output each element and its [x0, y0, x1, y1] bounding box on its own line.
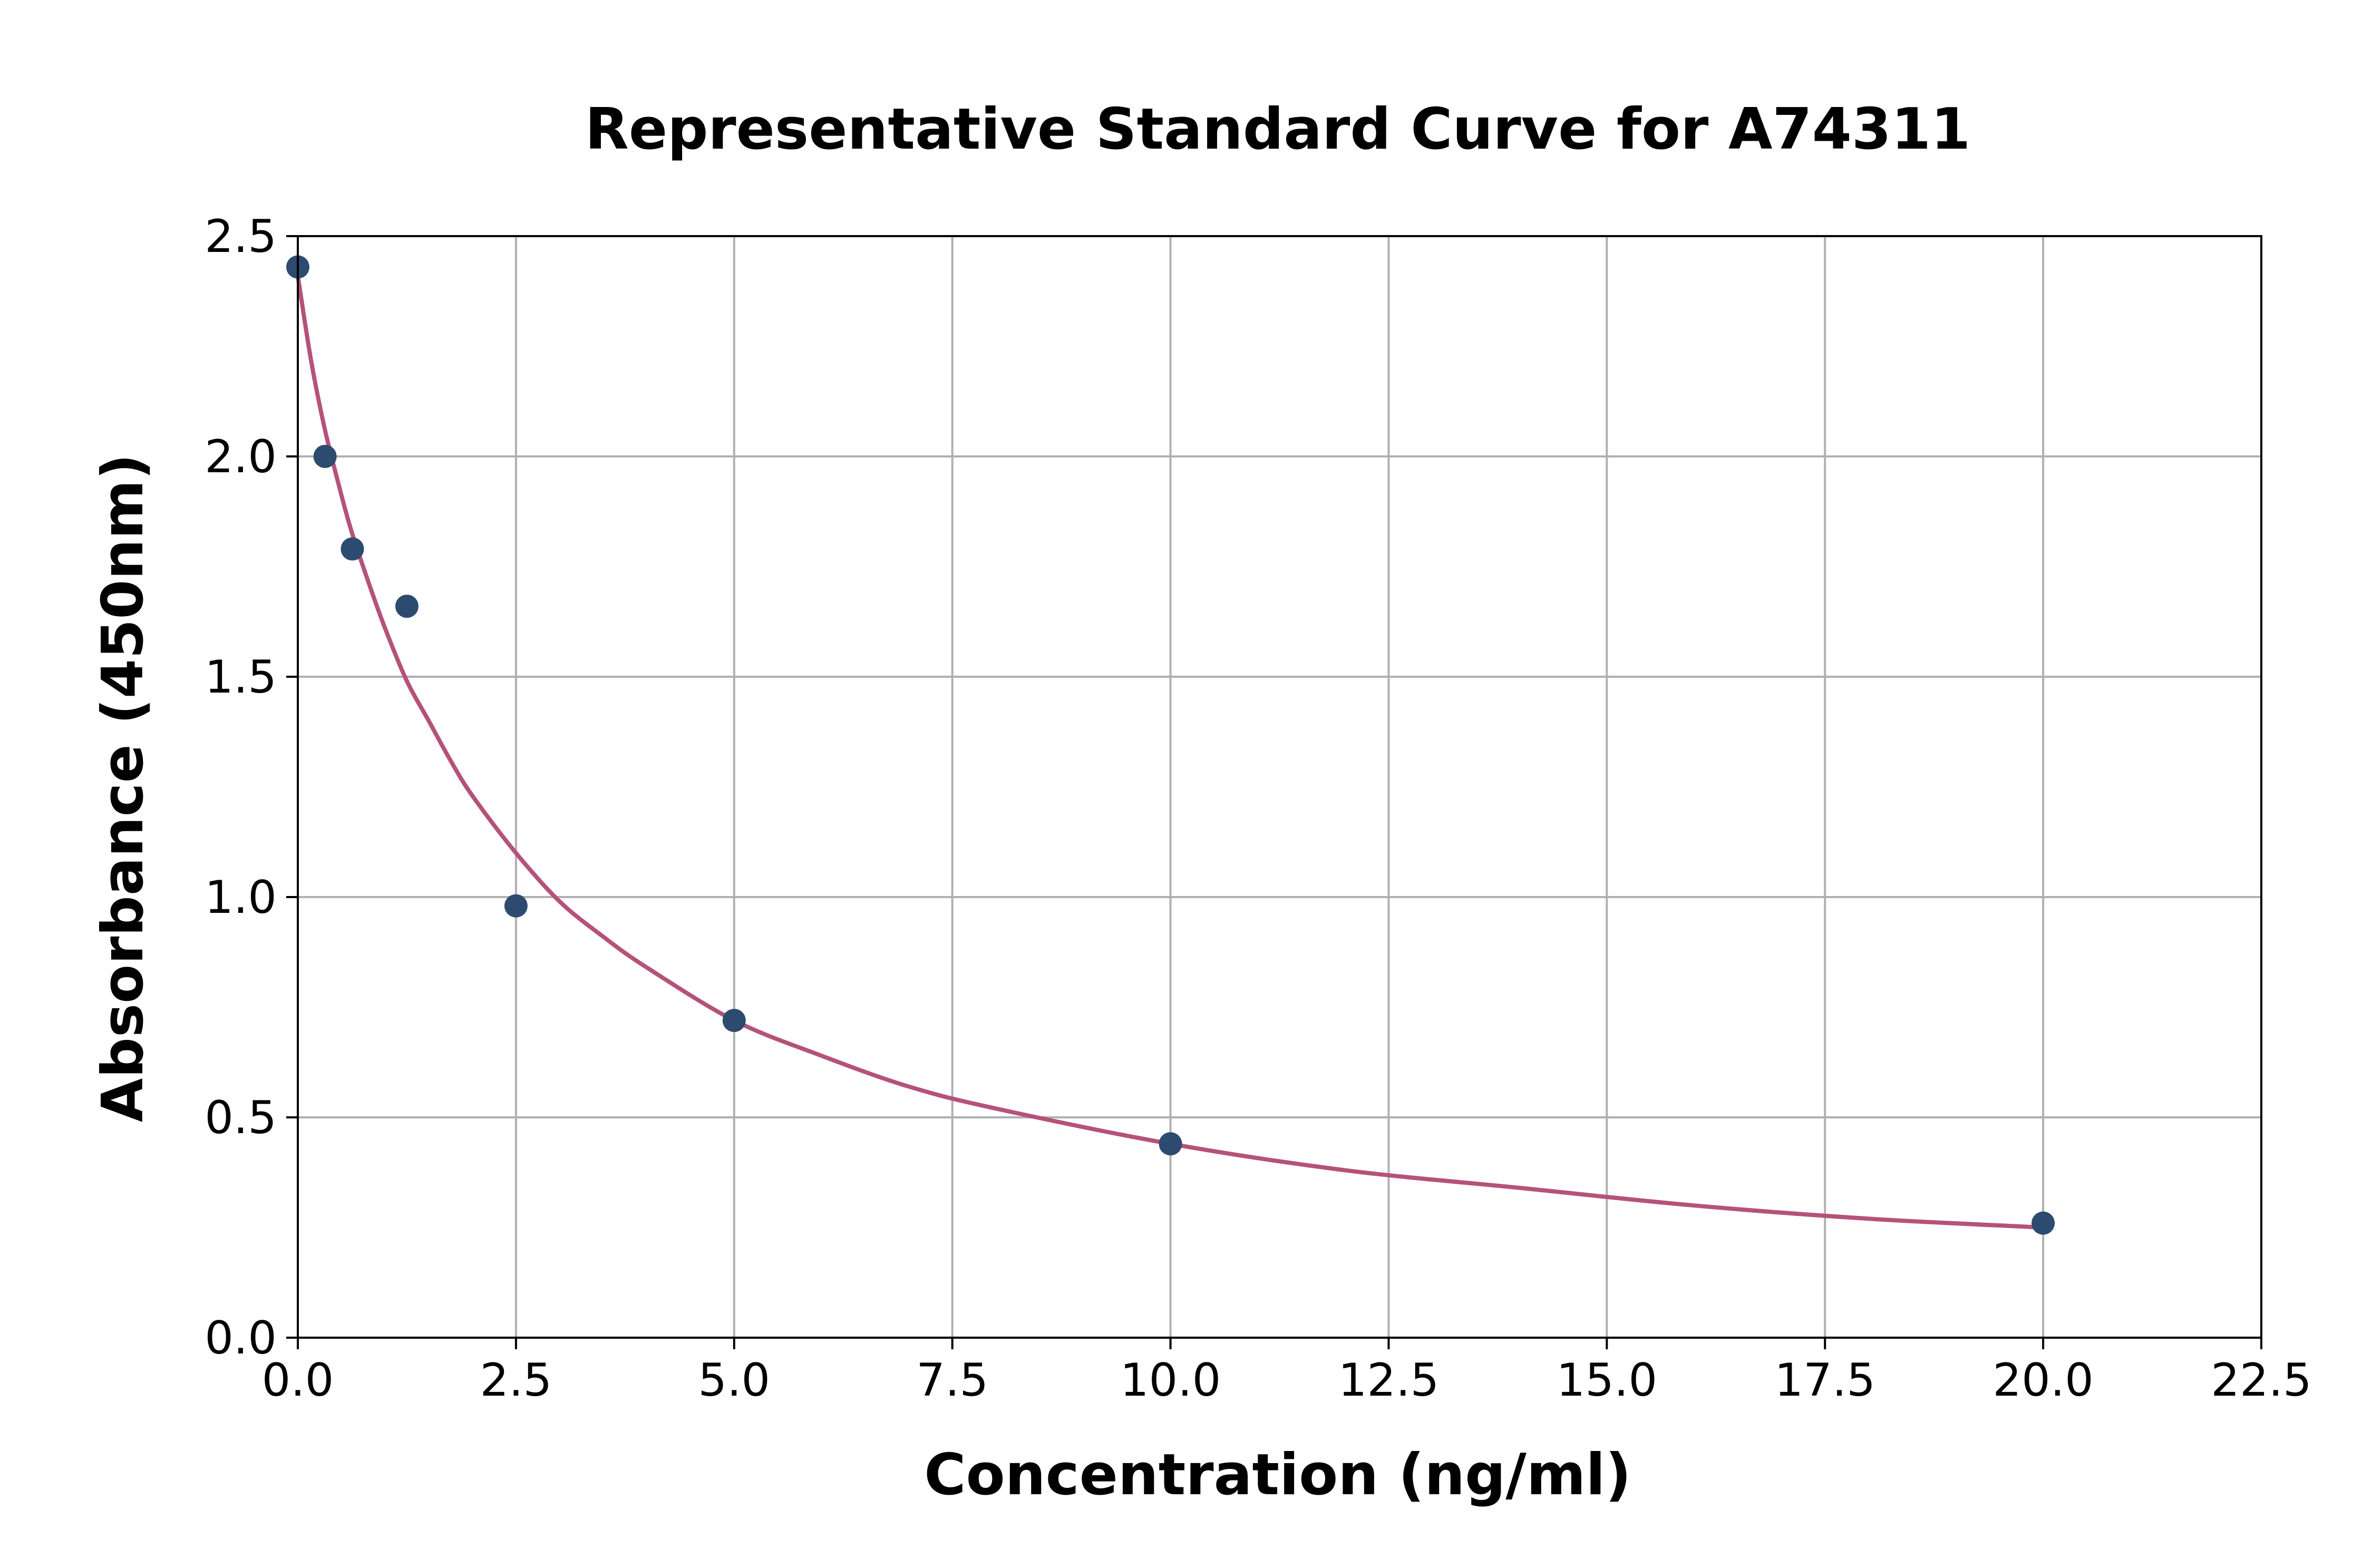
data-point	[395, 595, 419, 618]
fitted-curve-line	[296, 275, 2044, 1230]
data-point	[341, 537, 364, 561]
data-point	[722, 1009, 746, 1033]
x-tick-label: 12.5	[1338, 1354, 1439, 1407]
axis-ticks: 0.0 2.5 5.0 7.5 10.0 12.5 15.0 17.5 20.0 22.5 0.0 0…	[205, 210, 2312, 1407]
data-points-layer	[286, 255, 2055, 1235]
y-tick-label: 2.0	[205, 431, 277, 483]
y-tick-label: 1.5	[205, 651, 277, 704]
x-tick-label: 2.5	[480, 1354, 552, 1407]
x-tick-label: 7.5	[916, 1354, 988, 1407]
y-axis-label: Absorbance (450nm)	[90, 454, 156, 1122]
plot-frame	[297, 235, 2262, 1339]
data-point	[1159, 1132, 1182, 1156]
x-tick-label: 17.5	[1774, 1354, 1875, 1407]
y-tick-label: 0.5	[205, 1092, 277, 1144]
data-point	[2031, 1211, 2055, 1235]
y-tick-label: 1.0	[205, 871, 277, 924]
x-axis-label: Concentration (ng/ml)	[924, 1442, 1631, 1508]
y-tick-label: 0.0	[205, 1312, 277, 1365]
x-tick-label: 15.0	[1557, 1354, 1657, 1407]
data-point	[504, 894, 528, 918]
fitted-curve-layer	[296, 275, 2044, 1230]
x-tick-label: 0.0	[262, 1354, 334, 1407]
chart-title: Representative Standard Curve for A74311	[585, 96, 1971, 162]
x-tick-label: 22.5	[2211, 1354, 2311, 1407]
x-tick-label: 20.0	[1992, 1354, 2093, 1407]
data-point	[313, 445, 337, 468]
x-tick-label: 5.0	[698, 1354, 770, 1407]
y-tick-label: 2.5	[205, 210, 277, 263]
x-tick-label: 10.0	[1120, 1354, 1221, 1407]
